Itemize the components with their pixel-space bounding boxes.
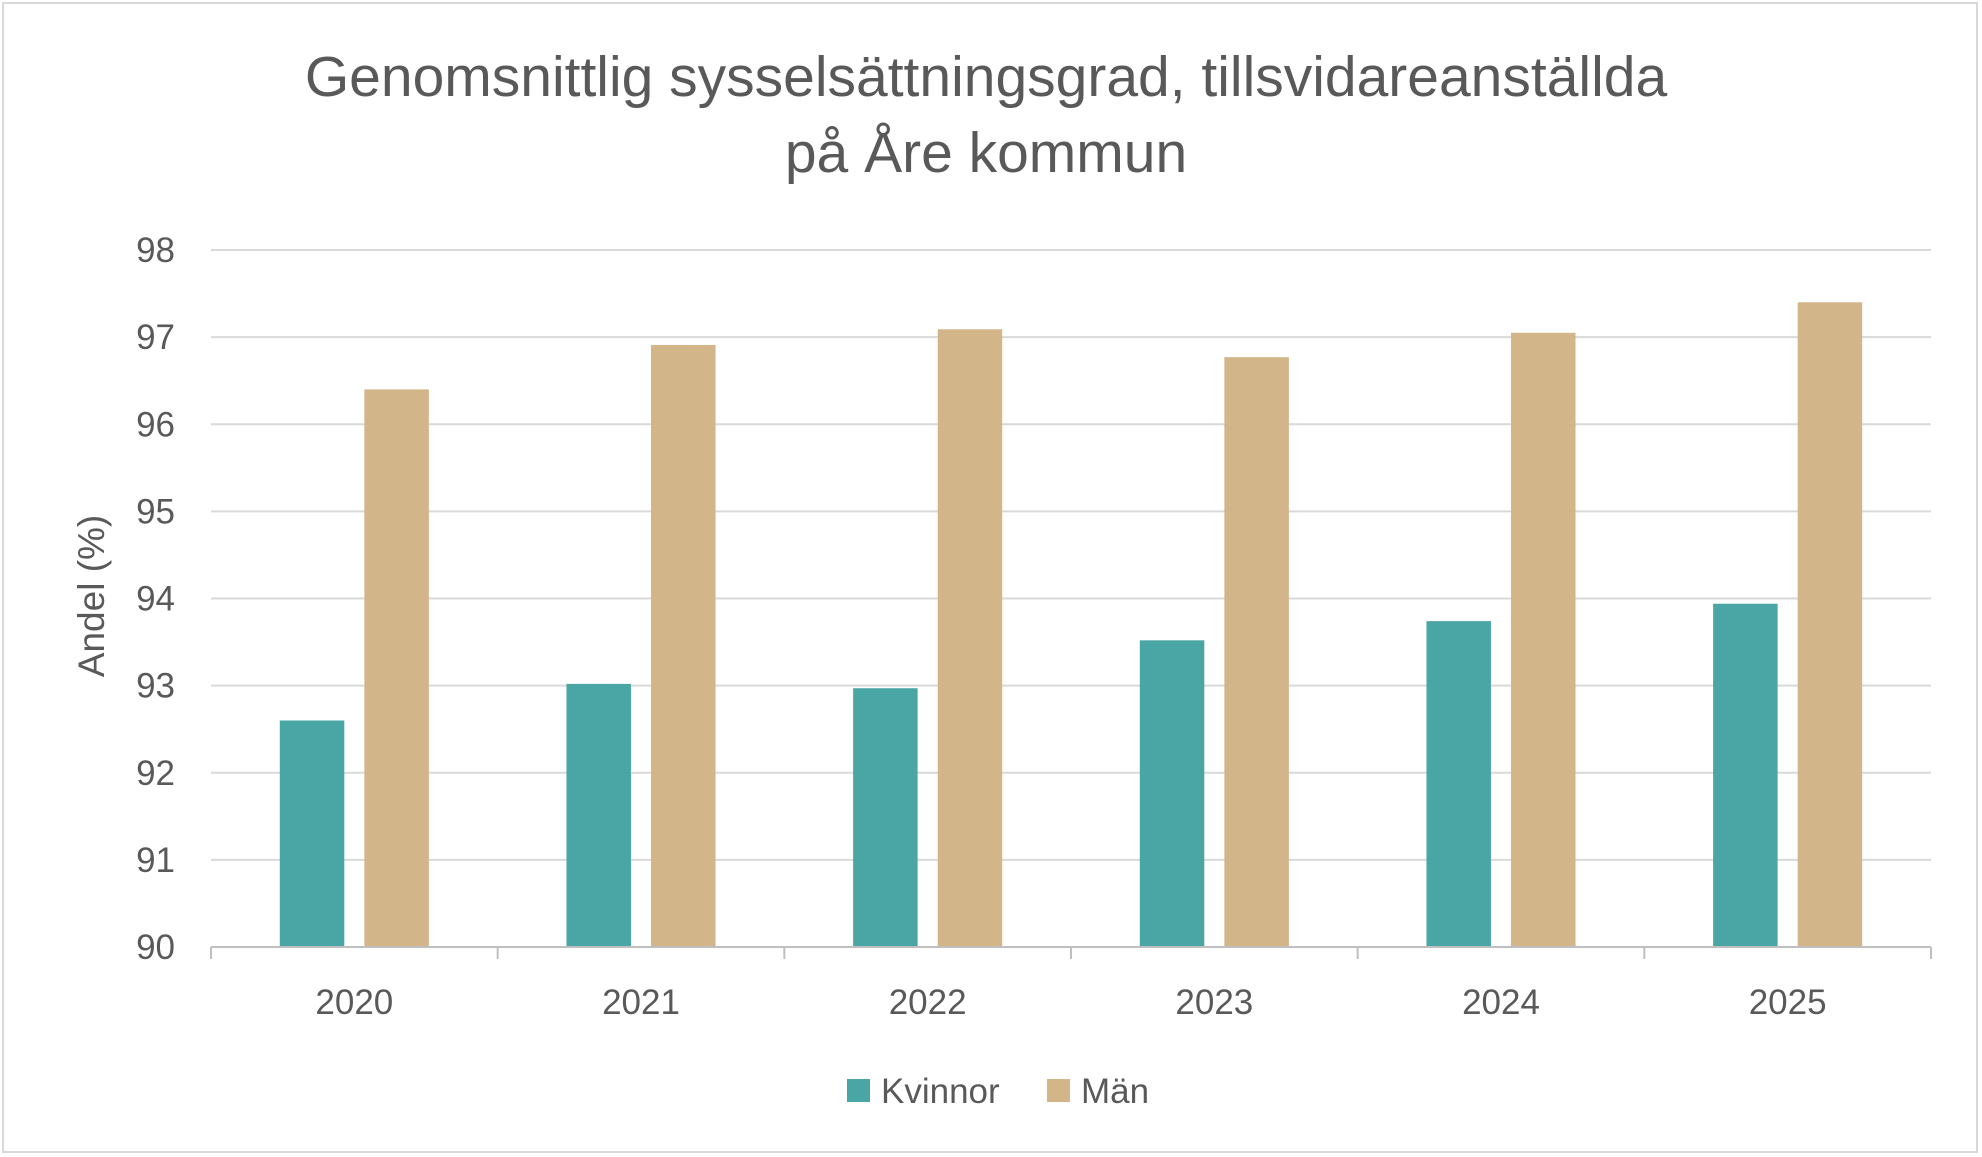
x-tick-labels: 2020 2021 2022 2023 2024 2025 xyxy=(315,983,1826,1022)
bars xyxy=(279,302,1863,947)
bar-mn-2024 xyxy=(1511,332,1576,947)
y-tick-label: 97 xyxy=(136,318,175,357)
bar-kvinnor-2020 xyxy=(279,720,345,947)
x-tick-label: 2024 xyxy=(1462,983,1540,1022)
legend-swatch-mn xyxy=(1047,1079,1070,1102)
y-tick-label: 96 xyxy=(136,405,175,444)
bar-kvinnor-2021 xyxy=(566,683,631,947)
legend: Kvinnor Män xyxy=(847,1072,1149,1111)
bar-mn-2020 xyxy=(364,389,429,947)
y-tick-label: 90 xyxy=(136,928,175,967)
bar-kvinnor-2024 xyxy=(1426,621,1491,947)
x-tick-label: 2023 xyxy=(1175,983,1253,1022)
x-tick-label: 2022 xyxy=(889,983,967,1022)
bar-mn-2021 xyxy=(651,344,716,947)
y-axis-title: Andel (%) xyxy=(71,515,112,677)
bar-mn-2025 xyxy=(1797,302,1863,947)
x-axis xyxy=(210,946,1932,959)
bar-mn-2022 xyxy=(937,329,1003,947)
bar-kvinnor-2025 xyxy=(1713,603,1778,947)
bar-kvinnor-2023 xyxy=(1139,640,1205,947)
chart-title-line-2: på Åre kommun xyxy=(785,121,1187,185)
bar-kvinnor-2022 xyxy=(853,688,918,947)
x-tick-label: 2020 xyxy=(315,983,393,1022)
y-tick-labels: 90 91 92 93 94 95 96 97 98 xyxy=(136,231,175,967)
bar-mn-2023 xyxy=(1224,357,1289,947)
y-tick-label: 94 xyxy=(136,580,175,619)
x-tick-label: 2025 xyxy=(1749,983,1827,1022)
y-tick-label: 91 xyxy=(136,841,175,880)
y-tick-label: 95 xyxy=(136,492,175,531)
legend-label: Män xyxy=(1081,1072,1149,1111)
x-tick-label: 2021 xyxy=(602,983,680,1022)
legend-swatch-kvinnor xyxy=(847,1079,870,1102)
y-tick-label: 93 xyxy=(136,667,175,706)
bar-chart: Genomsnittlig sysselsättningsgrad, tills… xyxy=(71,45,1932,1111)
gridlines xyxy=(211,249,1931,861)
chart-title-line-1: Genomsnittlig sysselsättningsgrad, tills… xyxy=(305,45,1668,109)
y-tick-label: 92 xyxy=(136,754,175,793)
legend-label: Kvinnor xyxy=(881,1072,1000,1111)
y-tick-label: 98 xyxy=(136,231,175,270)
